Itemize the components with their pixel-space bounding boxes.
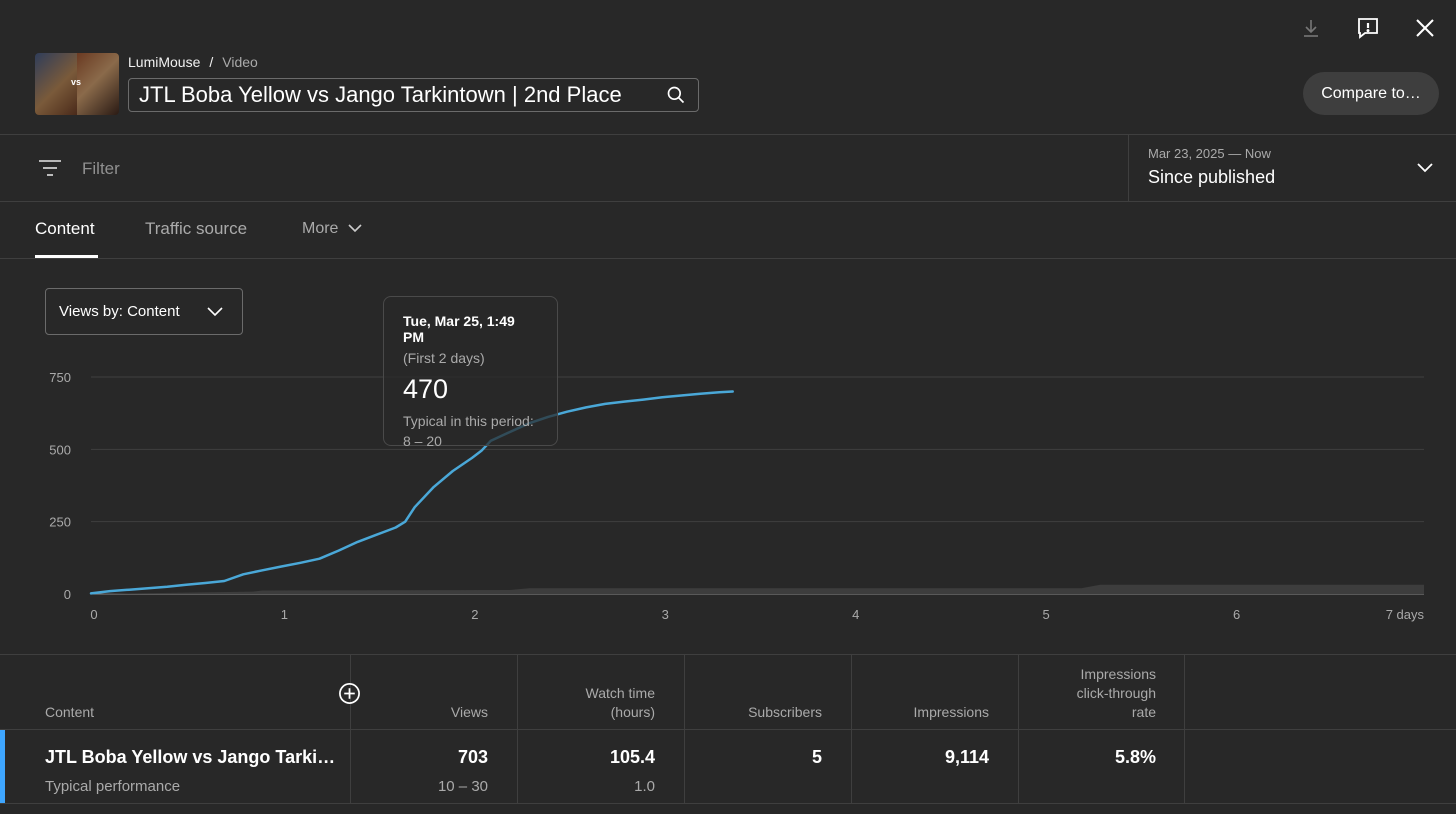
thumbnail-text: vs — [71, 77, 82, 87]
tooltip-typical-label: Typical in this period: — [403, 413, 534, 429]
chevron-down-icon[interactable] — [346, 220, 364, 236]
tooltip-period: (First 2 days) — [403, 350, 485, 366]
tooltip-typical-range: 8 – 20 — [403, 433, 442, 449]
date-range-text[interactable]: Mar 23, 2025 — Now — [1148, 146, 1271, 161]
chart-grid — [91, 376, 1424, 595]
cell-views-typical: 10 – 30 — [437, 778, 488, 795]
x-tick-label: 7 days — [1386, 607, 1425, 622]
cell-watch-time-typical: 1.0 — [634, 778, 655, 795]
video-selector[interactable]: JTL Boba Yellow vs Jango Tarkintown | 2n… — [128, 78, 699, 112]
x-tick-label: 6 — [1233, 607, 1240, 622]
compare-button[interactable]: Compare to… — [1303, 72, 1439, 115]
breadcrumb-separator: / — [209, 54, 214, 70]
x-tick-label: 1 — [281, 607, 288, 622]
divider — [1128, 135, 1129, 201]
tooltip-date: Tue, Mar 25, 1:49 PM — [403, 313, 515, 345]
breadcrumb: LumiMouse / Video — [128, 54, 258, 70]
y-tick-label: 0 — [64, 587, 71, 602]
add-column-icon[interactable] — [338, 682, 361, 705]
divider — [0, 201, 1456, 202]
views-chart[interactable]: 0 250 500 750 0 1 2 3 4 5 6 7 days — [0, 360, 1456, 630]
row-video-title[interactable]: JTL Boba Yellow vs Jango Tarkintown | 2n… — [45, 747, 338, 767]
x-tick-label: 5 — [1043, 607, 1050, 622]
tooltip-value: 470 — [403, 374, 449, 404]
y-tick-label: 750 — [49, 370, 71, 385]
video-title: JTL Boba Yellow vs Jango Tarkintown | 2n… — [139, 82, 622, 107]
cell-subscribers: 5 — [811, 747, 822, 767]
row-typical-label: Typical performance — [45, 778, 181, 795]
tab-traffic-source[interactable]: Traffic source — [145, 219, 248, 238]
active-tab-indicator — [35, 255, 98, 258]
date-preset[interactable]: Since published — [1148, 167, 1276, 187]
x-tick-label: 3 — [662, 607, 669, 622]
table-header-border — [0, 729, 1456, 730]
x-tick-label: 0 — [90, 607, 97, 622]
column-divider — [517, 655, 518, 803]
cell-watch-time: 105.4 — [609, 747, 655, 767]
search-icon[interactable] — [666, 85, 686, 105]
tab-more[interactable]: More — [302, 220, 339, 237]
column-header-subscribers[interactable]: Subscribers — [748, 704, 822, 720]
chevron-down-icon[interactable] — [1414, 158, 1436, 178]
column-header-views[interactable]: Views — [450, 704, 488, 720]
table-top-border — [0, 654, 1456, 655]
column-divider — [1184, 655, 1185, 803]
cell-impressions: 9,114 — [944, 747, 989, 767]
tab-content[interactable]: Content — [35, 219, 95, 238]
tooltip-typical: Typical in this period: 8 – 20 — [403, 411, 538, 451]
breadcrumb-type: Video — [222, 54, 258, 70]
divider — [0, 258, 1456, 259]
column-divider — [350, 655, 351, 803]
typical-performance-band — [91, 584, 1424, 594]
download-icon[interactable] — [1299, 16, 1323, 40]
video-thumbnail: vs — [35, 53, 119, 115]
column-header-watch-time[interactable]: Watch time (hours) — [585, 685, 656, 720]
y-tick-label: 500 — [49, 442, 71, 457]
feedback-icon[interactable] — [1356, 16, 1380, 40]
cell-views: 703 — [457, 747, 488, 767]
x-tick-label: 2 — [471, 607, 478, 622]
filter-input[interactable]: Filter — [82, 159, 120, 178]
cell-ctr: 5.8% — [1114, 747, 1156, 767]
close-icon[interactable] — [1413, 16, 1437, 40]
column-header-ctr[interactable]: Impressions click-through rate — [1076, 666, 1156, 720]
column-divider — [684, 655, 685, 803]
column-divider — [1018, 655, 1019, 803]
x-tick-label: 4 — [852, 607, 859, 622]
breadcrumb-channel[interactable]: LumiMouse — [128, 54, 201, 70]
chevron-down-icon — [207, 307, 223, 317]
row-color-indicator — [0, 730, 5, 803]
views-by-dropdown[interactable]: Views by: Content — [45, 288, 243, 335]
filter-icon[interactable] — [38, 157, 62, 179]
views-line — [89, 390, 734, 595]
column-divider — [851, 655, 852, 803]
chart-tooltip: Tue, Mar 25, 1:49 PM (First 2 days) 470 … — [383, 296, 558, 449]
views-by-label: Views by: Content — [59, 303, 180, 320]
column-header-content[interactable]: Content — [45, 704, 95, 720]
table-row-border — [0, 803, 1456, 804]
x-axis: 0 1 2 3 4 5 6 7 days — [90, 607, 1424, 622]
column-header-impressions[interactable]: Impressions — [913, 704, 989, 720]
divider — [0, 134, 1456, 135]
y-axis: 0 250 500 750 — [49, 370, 71, 602]
y-tick-label: 250 — [49, 515, 71, 530]
